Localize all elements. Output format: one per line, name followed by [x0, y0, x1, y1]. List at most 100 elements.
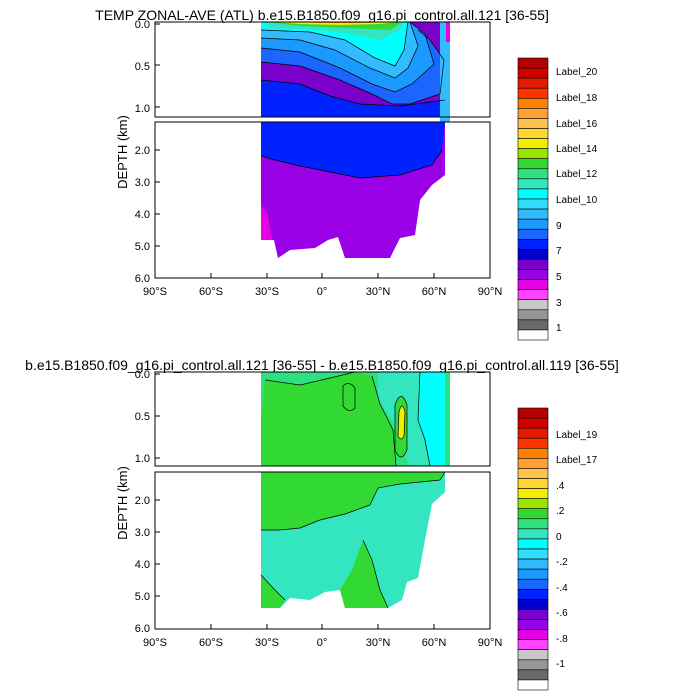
contour-line	[417, 371, 431, 467]
contour-line	[260, 21, 435, 93]
colorbar-swatch	[517, 238, 549, 250]
contour-line	[260, 21, 419, 79]
colorbar-swatch	[517, 629, 549, 640]
contour-line	[261, 471, 446, 531]
y-tick-marks	[155, 23, 160, 279]
y-tick-label: 2.0	[135, 145, 150, 157]
colorbar-swatch	[517, 639, 549, 651]
colorbar-swatch	[517, 568, 549, 580]
tick-marks	[154, 23, 491, 279]
x-tick-label: 90°S	[143, 286, 167, 298]
contour-lines	[264, 371, 431, 467]
colorbar-swatch	[517, 309, 549, 321]
contour-line	[260, 149, 443, 179]
contour-line	[342, 383, 356, 411]
colorbar-swatch	[517, 108, 549, 119]
colorbar-swatch	[517, 118, 549, 129]
contour-line	[362, 539, 389, 609]
colorbar-swatch	[517, 97, 549, 109]
colorbar-swatch	[517, 168, 549, 180]
colorbar-swatch	[517, 659, 549, 671]
colorbar-swatch	[517, 329, 549, 341]
colorbar-swatch	[517, 249, 549, 260]
colorbar-swatch	[517, 508, 549, 520]
colorbar-label: Label_12	[556, 169, 598, 180]
y-tick-label: 6.0	[135, 623, 150, 635]
colorbar-swatch	[517, 518, 549, 530]
colorbar-swatch	[517, 299, 549, 311]
field-region-magenta	[261, 205, 272, 240]
field-region-green	[261, 472, 445, 530]
colorbar-label: Label_18	[556, 93, 598, 104]
colorbar-label: 3	[556, 298, 562, 309]
x-tick-label: 90°S	[143, 637, 167, 649]
panel-temperature: TEMP ZONAL-AVE (ATL) b.e15.B1850.f09_g16…	[95, 7, 598, 341]
colorbar-labels: Label_20 Label_18 Label_16 Label_14 Labe…	[556, 67, 598, 334]
colorbar-swatch	[517, 208, 549, 220]
y-tick-label: 3.0	[135, 177, 150, 189]
x-tick-label: 30°N	[366, 286, 391, 298]
field-strip-magenta	[446, 22, 450, 42]
colorbar-swatch	[517, 87, 549, 99]
upper-field	[154, 371, 491, 467]
panel-difference: b.e15.B1850.f09_g16.pi_control.all.121 […	[25, 357, 619, 691]
tick-marks	[154, 373, 491, 630]
colorbar-swatch	[517, 679, 549, 691]
upper-field	[154, 21, 491, 122]
colorbar-label: .4	[556, 481, 565, 492]
y-tick-label: 0.5	[135, 411, 150, 423]
colorbar-swatch	[517, 578, 549, 590]
x-tick-label: 30°N	[366, 637, 391, 649]
colorbar-swatch	[517, 57, 549, 69]
colorbar-swatch	[517, 558, 549, 570]
contour-line	[264, 371, 356, 386]
y-tick-label: 0.0	[135, 19, 150, 31]
x-tick-label: 60°N	[422, 637, 447, 649]
field-region-yellow	[398, 406, 405, 439]
colorbar-label: Label_16	[556, 119, 598, 130]
colorbar-label: Label_10	[556, 195, 598, 206]
contour-line	[397, 405, 406, 440]
y-tick-label: 4.0	[135, 559, 150, 571]
x-tick-label: 60°S	[199, 637, 223, 649]
upper-y-ticks: 0.0 0.5 1.0	[135, 19, 150, 115]
panel-title: TEMP ZONAL-AVE (ATL) b.e15.B1850.f09_g16…	[95, 7, 549, 23]
colorbar-label: 7	[556, 246, 562, 257]
field-region-cyan	[418, 372, 445, 466]
colorbar-label: 1	[556, 323, 562, 334]
y-tick-label: 1.0	[135, 453, 150, 465]
contour-line	[260, 574, 286, 601]
colorbar-swatch	[517, 528, 549, 540]
contour-line	[371, 375, 397, 467]
x-tick-marks	[154, 273, 491, 278]
colorbar-label: 0	[556, 532, 562, 543]
colorbar-swatch	[517, 319, 549, 331]
y-tick-label: 5.0	[135, 241, 150, 253]
colorbar-label: -.4	[556, 583, 568, 594]
field-region-blue	[261, 122, 445, 178]
colorbar-swatch	[517, 259, 549, 270]
colorbar-swatch	[517, 198, 549, 210]
y-tick-label: 3.0	[135, 527, 150, 539]
x-tick-label: 60°S	[199, 286, 223, 298]
field-region-green	[261, 372, 396, 466]
colorbar-swatch	[517, 228, 549, 240]
colorbar-swatch	[517, 588, 549, 600]
colorbar-swatch	[517, 269, 549, 280]
colorbar-swatch	[517, 478, 549, 489]
lower-field	[154, 471, 491, 630]
colorbar-label: 9	[556, 221, 562, 232]
contour-line	[260, 21, 409, 67]
field-region-green	[340, 540, 388, 608]
contour-lines	[260, 471, 446, 609]
y-tick-label: 0.0	[135, 369, 150, 381]
contour-line	[260, 29, 445, 105]
colorbar-swatch	[517, 218, 549, 230]
colorbar-swatch	[517, 188, 549, 200]
colorbar-label: -.2	[556, 557, 568, 568]
y-tick-marks	[155, 373, 160, 630]
x-ticks: 90°S 60°S 30°S 0° 30°N 60°N 90°N	[143, 637, 502, 649]
colorbar-swatch	[517, 417, 549, 429]
y-tick-label: 1.0	[135, 103, 150, 115]
colorbar-swatch	[517, 669, 549, 681]
